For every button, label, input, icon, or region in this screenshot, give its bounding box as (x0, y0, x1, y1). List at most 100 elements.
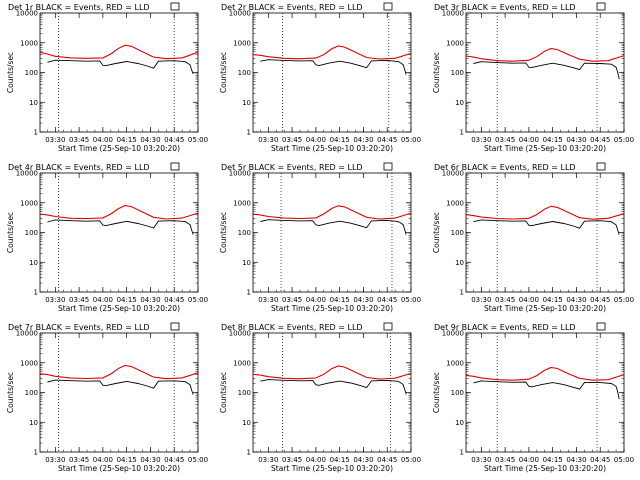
plot-frame (252, 172, 412, 293)
y-tick-label: 1 (247, 129, 251, 137)
x-tick-label: 05:00 (188, 136, 208, 144)
x-tick-label: 03:45 (495, 296, 515, 304)
x-tick-label: 03:30 (471, 136, 491, 144)
x-tick-label: 04:15 (543, 136, 563, 144)
x-tick-label: 04:30 (353, 136, 373, 144)
chart-title: Det 4r BLACK = Events, RED = LLD (8, 163, 150, 172)
y-tick-label: 1000 (20, 359, 38, 367)
y-axis-label: Counts/sec (432, 212, 441, 253)
x-tick-label: 04:15 (330, 136, 350, 144)
x-tick-label: 04:30 (140, 296, 160, 304)
x-tick-label: 04:45 (164, 456, 184, 464)
x-tick-label: 04:30 (353, 296, 373, 304)
y-tick-label: 10000 (229, 330, 251, 338)
x-tick-label: 04:45 (590, 136, 610, 144)
lld-series-line (39, 205, 199, 220)
y-tick-label: 10 (455, 259, 464, 267)
events-series-line (260, 379, 407, 395)
events-series-line (47, 219, 194, 235)
y-tick-label: 10000 (442, 10, 464, 18)
x-tick-label: 05:00 (614, 136, 634, 144)
x-tick-label: 04:00 (519, 456, 539, 464)
y-tick-label: 10 (242, 99, 251, 107)
x-tick-label: 03:30 (258, 296, 278, 304)
detector-panel: Det 4r BLACK = Events, RED = LLD 1 10 100 10… (0, 160, 213, 320)
chart-title: Det 8r BLACK = Events, RED = LLD (221, 323, 363, 332)
y-axis-label: Counts/sec (6, 372, 15, 413)
x-tick-label: 05:00 (614, 456, 634, 464)
y-axis-label: Counts/sec (6, 52, 15, 93)
legend-box (596, 322, 606, 331)
y-tick-label: 1 (247, 289, 251, 297)
x-tick-label: 04:15 (117, 296, 137, 304)
chart-title: Det 6r BLACK = Events, RED = LLD (434, 163, 576, 172)
x-axis-label: Start Time (25-Sep-10 03:20:20) (271, 464, 393, 473)
x-tick-label: 04:30 (140, 456, 160, 464)
legend-box (383, 322, 393, 331)
y-tick-label: 10 (242, 259, 251, 267)
y-tick-label: 1000 (446, 199, 464, 207)
x-tick-label: 03:45 (69, 136, 89, 144)
detector-chart: Det 7r BLACK = Events, RED = LLD 1 10 100 10… (6, 322, 208, 473)
legend-box (383, 2, 393, 11)
events-series-line (260, 219, 407, 235)
y-tick-label: 100 (238, 389, 251, 397)
x-tick-label: 04:00 (306, 296, 326, 304)
lld-series-line (465, 47, 625, 62)
x-tick-label: 03:45 (282, 136, 302, 144)
y-axis-label: Counts/sec (219, 52, 228, 93)
x-tick-label: 04:45 (164, 296, 184, 304)
detector-chart: Det 1r BLACK = Events, RED = LLD 1 10 100 10… (6, 2, 208, 153)
detector-panel: Det 9r BLACK = Events, RED = LLD 1 10 100 10… (426, 320, 639, 480)
plot-frame (39, 12, 199, 133)
x-tick-label: 04:00 (519, 296, 539, 304)
events-series-line (473, 219, 620, 235)
legend-box (383, 162, 393, 171)
events-series-line (473, 380, 620, 400)
events-series-line (47, 59, 194, 75)
y-tick-label: 1000 (20, 199, 38, 207)
y-tick-label: 1 (460, 449, 464, 457)
plot-frame (252, 332, 412, 453)
chart-title: Det 2r BLACK = Events, RED = LLD (221, 3, 363, 12)
x-tick-label: 03:45 (282, 296, 302, 304)
legend-box (596, 162, 606, 171)
plot-frame (39, 172, 199, 293)
plot-frame (465, 172, 625, 293)
x-tick-label: 03:30 (471, 296, 491, 304)
y-tick-label: 1000 (446, 359, 464, 367)
x-tick-label: 04:45 (377, 456, 397, 464)
chart-title: Det 5r BLACK = Events, RED = LLD (221, 163, 363, 172)
x-tick-label: 03:45 (495, 456, 515, 464)
y-tick-label: 10000 (229, 170, 251, 178)
detector-panel: Det 5r BLACK = Events, RED = LLD 1 10 100 10… (213, 160, 426, 320)
x-tick-label: 05:00 (188, 296, 208, 304)
y-tick-label: 10 (242, 419, 251, 427)
y-tick-label: 100 (451, 69, 464, 77)
lld-series-line (39, 44, 199, 60)
y-tick-label: 1000 (20, 39, 38, 47)
y-tick-label: 10000 (442, 170, 464, 178)
detector-panel: Det 6r BLACK = Events, RED = LLD 1 10 100 10… (426, 160, 639, 320)
detector-chart: Det 3r BLACK = Events, RED = LLD 1 10 100 10… (432, 2, 634, 153)
y-axis-label: Counts/sec (432, 372, 441, 413)
y-tick-label: 10000 (16, 330, 38, 338)
x-tick-label: 05:00 (614, 296, 634, 304)
x-tick-label: 04:15 (330, 456, 350, 464)
detector-panel: Det 3r BLACK = Events, RED = LLD 1 10 100 10… (426, 0, 639, 160)
x-tick-label: 03:30 (45, 136, 65, 144)
x-tick-label: 03:45 (69, 456, 89, 464)
x-tick-label: 04:15 (543, 456, 563, 464)
x-tick-label: 04:15 (543, 296, 563, 304)
x-axis-label: Start Time (25-Sep-10 03:20:20) (271, 304, 393, 313)
y-tick-label: 1 (34, 129, 38, 137)
detector-chart: Det 6r BLACK = Events, RED = LLD 1 10 100 10… (432, 162, 634, 313)
x-axis-label: Start Time (25-Sep-10 03:20:20) (58, 304, 180, 313)
y-tick-label: 1 (460, 129, 464, 137)
x-tick-label: 04:00 (306, 136, 326, 144)
x-tick-label: 04:15 (117, 136, 137, 144)
y-tick-label: 100 (25, 69, 38, 77)
y-tick-label: 100 (451, 229, 464, 237)
events-series-line (473, 61, 620, 80)
x-axis-label: Start Time (25-Sep-10 03:20:20) (271, 144, 393, 153)
